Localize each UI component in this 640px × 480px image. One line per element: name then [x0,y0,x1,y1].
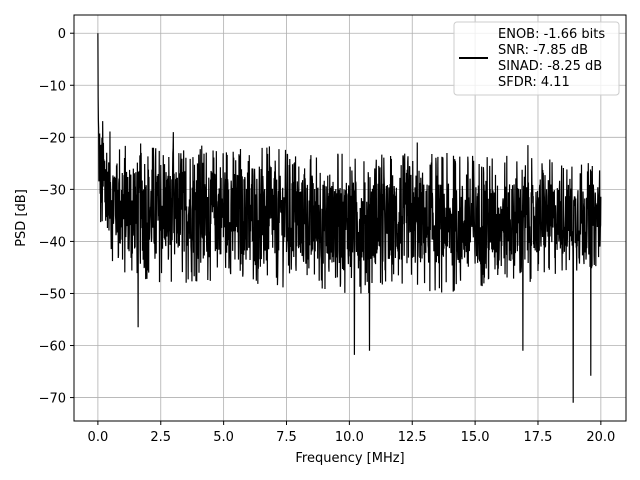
x-tick-label: 5.0 [213,430,234,445]
legend-box [453,21,620,96]
x-tick-label: 15.0 [461,430,490,445]
x-tick-label: 2.5 [150,430,171,445]
legend-text-line: SFDR: 4.11 [498,75,570,90]
y-tick-label: −70 [39,392,66,407]
x-tick-label: 17.5 [524,430,553,445]
y-tick-label: −20 [39,131,66,146]
x-tick-label: 10.0 [335,430,364,445]
x-tick-label: 7.5 [276,430,297,445]
legend-text-line: SINAD: -8.25 dB [498,59,602,74]
y-axis-ticks: 0 −10 −20 −30 −40 −50 −60 −70 [39,27,74,407]
y-tick-label: −30 [39,183,66,198]
legend-text-line: SNR: -7.85 dB [498,43,588,58]
x-axis-ticks: 0.0 2.5 5.0 7.5 10.0 12.5 15.0 17.5 20.0 [88,421,615,445]
psd-series-line [97,33,602,403]
plot-frame [73,14,627,422]
x-tick-label: 0.0 [88,430,109,445]
y-tick-label: −40 [39,235,66,250]
legend-text-line: ENOB: -1.66 bits [498,27,605,42]
y-tick-label: −60 [39,340,66,355]
y-axis-label: PSD [dB] [14,189,29,247]
x-tick-label: 12.5 [398,430,427,445]
data-series [97,33,602,403]
x-axis-label: Frequency [MHz] [295,451,404,466]
y-tick-label: 0 [58,27,66,42]
x-tick-label: 20.0 [586,430,615,445]
y-tick-label: −10 [39,79,66,94]
y-tick-label: −50 [39,287,66,302]
